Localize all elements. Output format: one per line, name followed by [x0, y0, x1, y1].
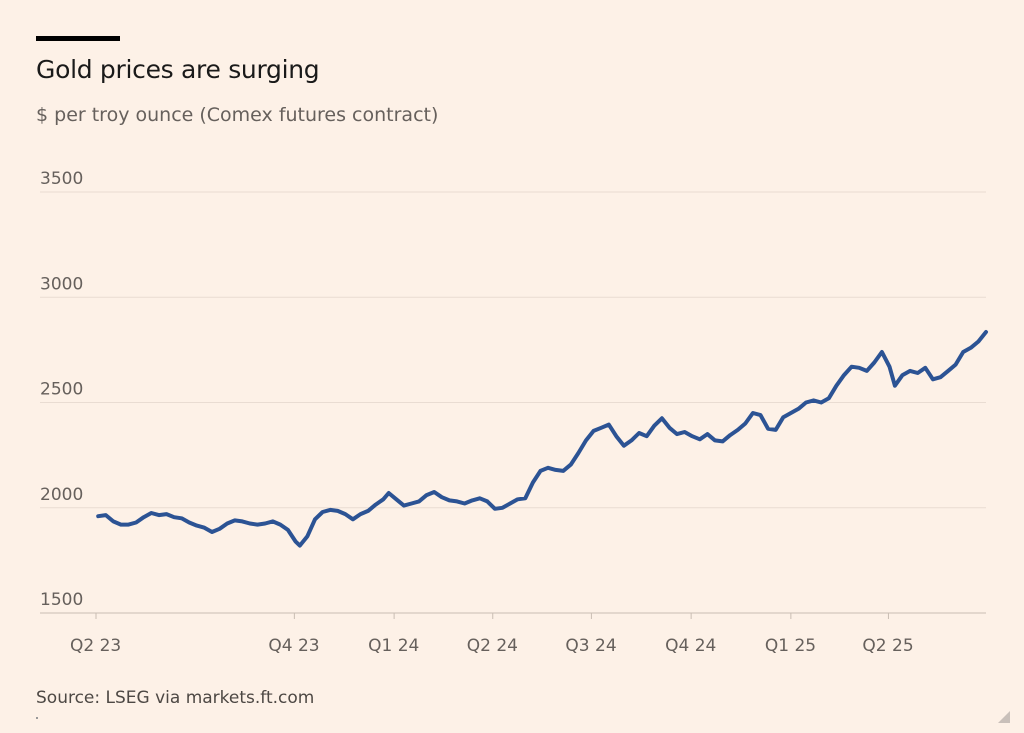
chart-title: Gold prices are surging: [36, 55, 320, 84]
x-tick-label: Q1 24: [368, 636, 419, 656]
y-tick-label: 2500: [40, 380, 83, 400]
header-rule: [36, 36, 120, 41]
x-tick-label: Q4 24: [665, 636, 716, 656]
resize-grip-icon: [998, 711, 1010, 723]
x-tick-label: Q2 25: [862, 636, 913, 656]
series-line-1: [96, 330, 988, 548]
source-note: Source: LSEG via markets.ft.com: [36, 688, 315, 708]
y-tick-label: 3000: [40, 274, 83, 294]
x-tick-label: Q1 25: [765, 636, 816, 656]
series: [96, 330, 988, 548]
x-tick-label: Q4 23: [268, 636, 319, 656]
y-tick-label: 3500: [40, 169, 83, 189]
axes: 1500 2000 2500 3000 3500 Q2 23 Q4 23 Q1 24 Q2 24…: [40, 169, 914, 656]
chart-subtitle: $ per troy ounce (Comex futures contract…: [36, 104, 439, 126]
x-tick-label: Q2 24: [467, 636, 518, 656]
y-tick-label: 1500: [40, 590, 83, 610]
x-tick-label: Q3 24: [565, 636, 616, 656]
gridlines: [40, 191, 986, 614]
y-tick-label: 2000: [40, 485, 83, 505]
footer-marker: [36, 717, 38, 719]
x-tick-label: Q2 23: [70, 636, 121, 656]
